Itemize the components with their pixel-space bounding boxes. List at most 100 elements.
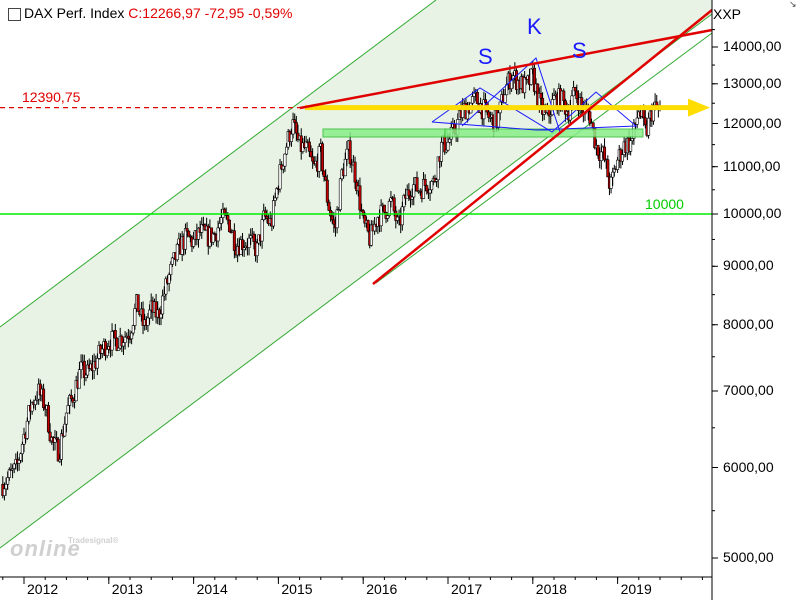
candle-body [247, 237, 251, 248]
candle-body [252, 233, 256, 242]
candle-body [324, 176, 328, 181]
trend-channel [0, 0, 713, 549]
candle-body [523, 77, 527, 94]
axes [0, 0, 718, 600]
candle-body [311, 156, 315, 162]
candle-body [335, 209, 339, 229]
candle-body [265, 215, 269, 219]
x-tick-label: 2018 [535, 581, 567, 597]
candle-body [219, 217, 223, 224]
candle-body [42, 388, 46, 408]
candle-body [366, 220, 370, 232]
x-tick-label: 2017 [451, 581, 483, 597]
candle-body [126, 335, 130, 339]
shoulders-outline [431, 87, 638, 133]
candle-body [562, 90, 566, 101]
candle-body [358, 185, 362, 211]
candle-body [229, 231, 233, 234]
resistance-label: 12390,75 [22, 89, 81, 105]
candle-body [19, 453, 23, 461]
candle-body [79, 361, 83, 370]
candle-body [575, 90, 579, 100]
candle-body [218, 223, 222, 229]
candle-body [211, 233, 215, 243]
candle-body [400, 206, 404, 226]
candle-body [430, 181, 434, 191]
channel-lower-line [0, 13, 713, 549]
candle-body [606, 159, 610, 178]
candle-body [77, 369, 81, 389]
candle-body [226, 215, 230, 221]
candle-body [130, 332, 134, 340]
y-tick-label: 5000,00 [723, 549, 774, 565]
x-tick-label: 2013 [111, 581, 143, 597]
candle-body [115, 337, 119, 351]
candle-body [278, 164, 282, 190]
candle-body [609, 176, 613, 189]
candle-body [169, 263, 173, 275]
candle-body [192, 238, 196, 247]
index-name: DAX Perf. Index [24, 5, 125, 21]
candle-body [260, 219, 264, 242]
candle-body [200, 224, 204, 233]
candle-body [588, 111, 592, 124]
candle-body [33, 399, 37, 405]
candle-body [95, 358, 99, 369]
y-tick-label: 6000,00 [723, 458, 774, 475]
candle-body [309, 151, 313, 158]
y-tick-label: 11000,00 [723, 157, 781, 174]
channel-upper-line [0, 0, 437, 328]
candle-body [167, 274, 171, 284]
symbol-label: XXP [713, 6, 742, 22]
candle-body [69, 395, 73, 399]
candle-body [448, 138, 452, 143]
candle-body [7, 469, 11, 478]
x-tick-label: 2012 [27, 581, 59, 597]
candle-body [410, 196, 414, 200]
candle-body [148, 309, 152, 319]
candle-body [327, 201, 331, 211]
candle-body [84, 374, 88, 378]
candle-body [216, 227, 220, 242]
candle-body [322, 170, 326, 177]
overlays [0, 9, 713, 285]
candle-body [412, 184, 416, 198]
candle-body [46, 405, 50, 433]
candle-body [320, 143, 324, 172]
candle-body [407, 189, 411, 197]
candle-body [110, 331, 114, 351]
neckline-zone-right [444, 128, 644, 138]
candle-body [161, 295, 165, 315]
candle-body [611, 171, 615, 178]
candle-body [64, 412, 68, 425]
candle-body [630, 138, 634, 141]
candle-body [159, 313, 163, 319]
neckline-zone-left [322, 128, 448, 138]
candle-body [74, 379, 78, 402]
candle-body [552, 95, 556, 100]
candle-body [484, 99, 488, 103]
candle-body [4, 483, 8, 490]
candle-body [379, 204, 383, 227]
candle-body [329, 210, 333, 217]
y-tick-label: 8000,00 [723, 315, 774, 332]
candles [1, 60, 662, 501]
candle-body [325, 179, 329, 203]
candle-body [133, 308, 137, 326]
y-tick-label: 9000,00 [723, 257, 774, 274]
expand-icon[interactable]: ↘ [789, 0, 797, 9]
x-tick-label: 2016 [366, 581, 398, 597]
chart-menu-icon[interactable] [8, 8, 21, 21]
candle-body [307, 141, 311, 152]
candle-body [273, 197, 277, 201]
candle-body [289, 133, 293, 142]
x-tick-label: 2015 [281, 581, 313, 597]
candle-body [612, 168, 616, 173]
candle-body [294, 122, 298, 134]
pattern-label-head: K [527, 14, 542, 39]
candle-body [304, 141, 308, 148]
tradesignal-logo: online Tradesignal® [10, 536, 119, 561]
y-tick-label: 14000,00 [723, 38, 782, 54]
candle-body [164, 278, 168, 295]
candle-body [56, 438, 60, 462]
